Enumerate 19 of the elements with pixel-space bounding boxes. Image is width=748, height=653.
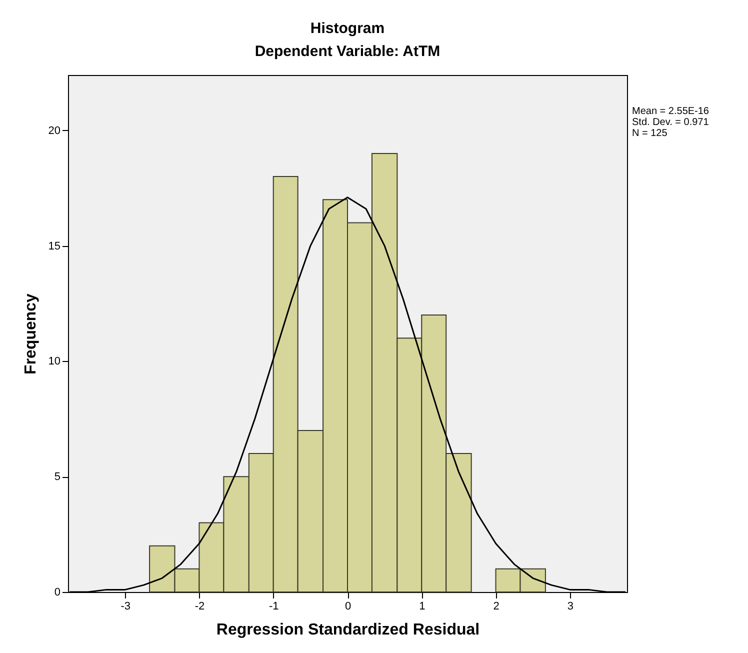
y-tick-label: 15 bbox=[48, 240, 60, 252]
chart-title: Histogram bbox=[310, 20, 385, 37]
y-tick-label: 0 bbox=[54, 586, 60, 598]
x-tick-label: -2 bbox=[194, 600, 205, 612]
text: Std. Dev. = 0.971 bbox=[632, 117, 709, 128]
y-axis-title: Frequency bbox=[22, 293, 40, 374]
x-tick-label: 0 bbox=[344, 600, 352, 612]
x-tick-label: 2 bbox=[493, 600, 500, 612]
x-tick-label: -3 bbox=[120, 600, 130, 612]
text: Mean = 2.55E-16 bbox=[632, 106, 709, 117]
x-axis-title: Regression Standardized Residual bbox=[216, 622, 480, 638]
y-tick-label: 5 bbox=[54, 471, 60, 484]
x-tick-label: 3 bbox=[567, 600, 574, 612]
chart-subtitle: Dependent Variable: AtTM bbox=[254, 43, 440, 60]
y-tick-label: 20 bbox=[48, 124, 60, 137]
x-tick-label: 1 bbox=[419, 600, 426, 612]
y-tick-label: 10 bbox=[48, 356, 60, 368]
x-tick-label: -1 bbox=[268, 600, 279, 612]
text: N = 125 bbox=[632, 128, 668, 139]
